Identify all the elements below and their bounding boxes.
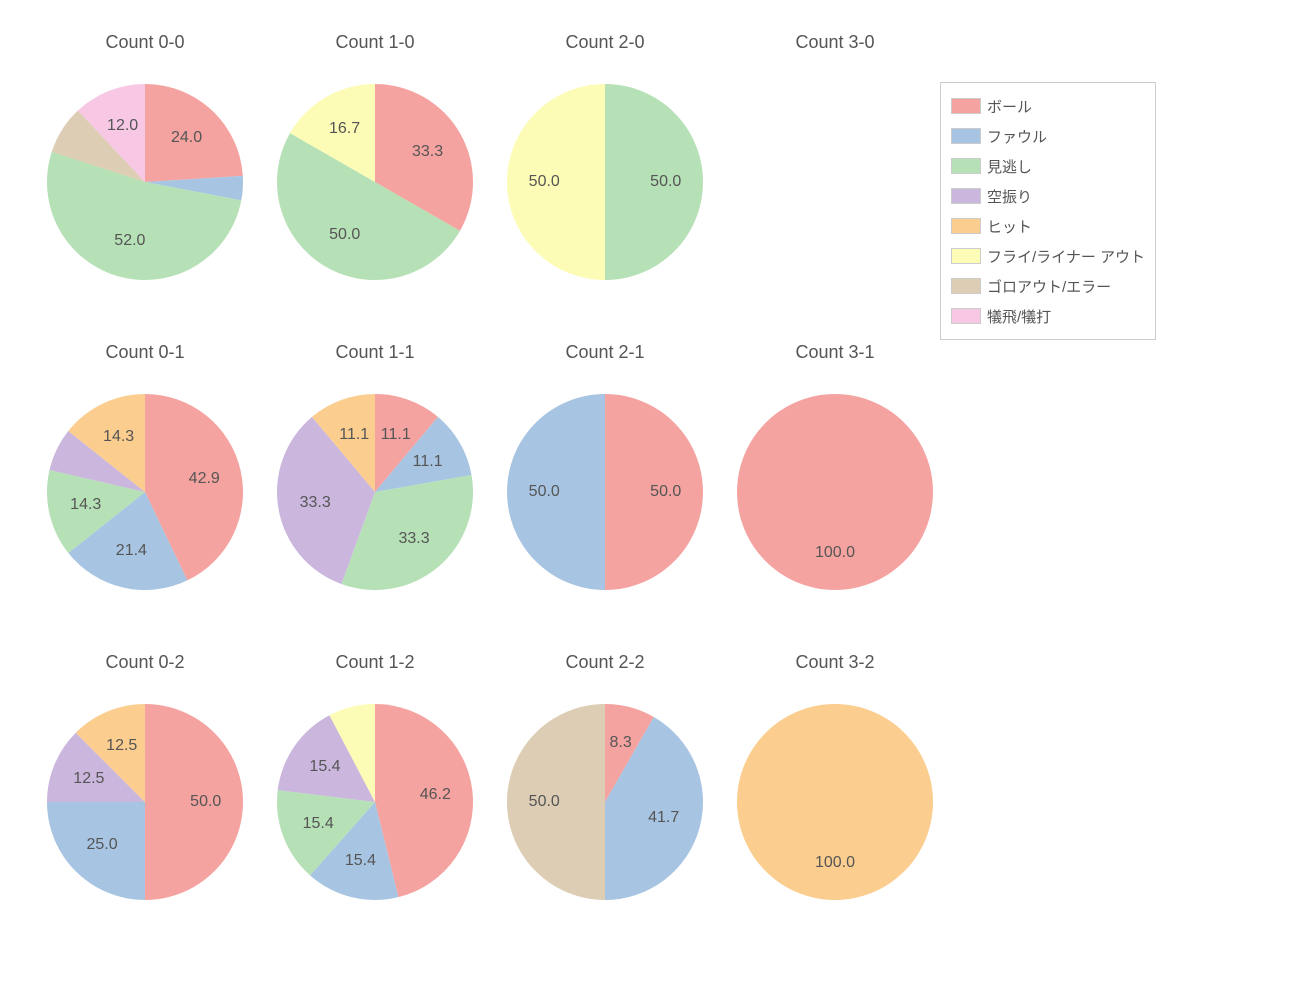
- chart-title-count-3-0: Count 3-0: [795, 32, 874, 53]
- slice-count-2-1-ball: [605, 394, 703, 590]
- chart-title-count-0-2: Count 0-2: [105, 652, 184, 673]
- slice-count-3-1-ball: [737, 394, 933, 590]
- slice-count-3-2-hit: [737, 704, 933, 900]
- slice-count-2-2-groundout: [507, 704, 605, 900]
- chart-title-count-3-2: Count 3-2: [795, 652, 874, 673]
- pie-count-1-0: [275, 82, 475, 282]
- pie-count-3-2: [735, 702, 935, 902]
- legend-swatch-groundout: [951, 278, 981, 294]
- legend-swatch-called: [951, 158, 981, 174]
- slice-count-0-2-foul: [47, 802, 145, 900]
- legend-item-foul: ファウル: [951, 121, 1145, 151]
- pie-count-1-1: [275, 392, 475, 592]
- slice-count-2-0-flyout: [507, 84, 605, 280]
- pie-count-3-1: [735, 392, 935, 592]
- legend-swatch-ball: [951, 98, 981, 114]
- legend-label-flyout: フライ/ライナー アウト: [987, 246, 1145, 267]
- pie-count-1-2: [275, 702, 475, 902]
- legend-label-groundout: ゴロアウト/エラー: [987, 276, 1111, 297]
- chart-title-count-2-1: Count 2-1: [565, 342, 644, 363]
- pie-count-0-2: [45, 702, 245, 902]
- legend-label-sac: 犠飛/犠打: [987, 306, 1051, 327]
- slice-count-2-0-called: [605, 84, 703, 280]
- slice-count-0-2-ball: [145, 704, 243, 900]
- chart-title-count-1-2: Count 1-2: [335, 652, 414, 673]
- legend-swatch-swing: [951, 188, 981, 204]
- chart-title-count-2-2: Count 2-2: [565, 652, 644, 673]
- legend-label-called: 見逃し: [987, 156, 1032, 177]
- legend-item-flyout: フライ/ライナー アウト: [951, 241, 1145, 271]
- chart-grid: Count 0-024.052.012.0Count 1-033.350.016…: [0, 0, 1300, 1000]
- chart-title-count-3-1: Count 3-1: [795, 342, 874, 363]
- legend-label-foul: ファウル: [987, 126, 1047, 147]
- chart-title-count-1-1: Count 1-1: [335, 342, 414, 363]
- slice-count-0-0-ball: [145, 84, 243, 182]
- pie-count-2-1: [505, 392, 705, 592]
- chart-title-count-1-0: Count 1-0: [335, 32, 414, 53]
- chart-title-count-0-1: Count 0-1: [105, 342, 184, 363]
- legend-item-ball: ボール: [951, 91, 1145, 121]
- legend-item-groundout: ゴロアウト/エラー: [951, 271, 1145, 301]
- chart-title-count-0-0: Count 0-0: [105, 32, 184, 53]
- slice-count-2-1-foul: [507, 394, 605, 590]
- legend-swatch-hit: [951, 218, 981, 234]
- legend-item-swing: 空振り: [951, 181, 1145, 211]
- pie-count-0-0: [45, 82, 245, 282]
- legend-swatch-sac: [951, 308, 981, 324]
- legend-swatch-flyout: [951, 248, 981, 264]
- legend-item-called: 見逃し: [951, 151, 1145, 181]
- legend-label-ball: ボール: [987, 96, 1032, 117]
- pie-count-2-2: [505, 702, 705, 902]
- pie-count-0-1: [45, 392, 245, 592]
- legend-item-sac: 犠飛/犠打: [951, 301, 1145, 331]
- legend-label-swing: 空振り: [987, 186, 1032, 207]
- legend-swatch-foul: [951, 128, 981, 144]
- legend-item-hit: ヒット: [951, 211, 1145, 241]
- legend-label-hit: ヒット: [987, 216, 1032, 237]
- pie-count-2-0: [505, 82, 705, 282]
- legend: ボールファウル見逃し空振りヒットフライ/ライナー アウトゴロアウト/エラー犠飛/…: [940, 82, 1156, 340]
- chart-title-count-2-0: Count 2-0: [565, 32, 644, 53]
